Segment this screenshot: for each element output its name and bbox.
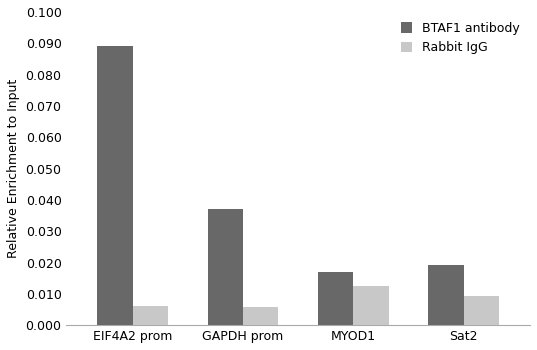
Bar [318, 272, 353, 325]
Bar [243, 307, 278, 325]
Bar [97, 47, 133, 325]
Bar [353, 286, 389, 325]
Legend: BTAF1 antibody, Rabbit IgG: BTAF1 antibody, Rabbit IgG [397, 18, 524, 58]
Y-axis label: Relative Enrichment to Input: Relative Enrichment to Input [7, 79, 20, 258]
Bar [208, 209, 243, 325]
Bar [429, 265, 464, 325]
Bar [133, 306, 168, 325]
Bar [464, 296, 499, 325]
